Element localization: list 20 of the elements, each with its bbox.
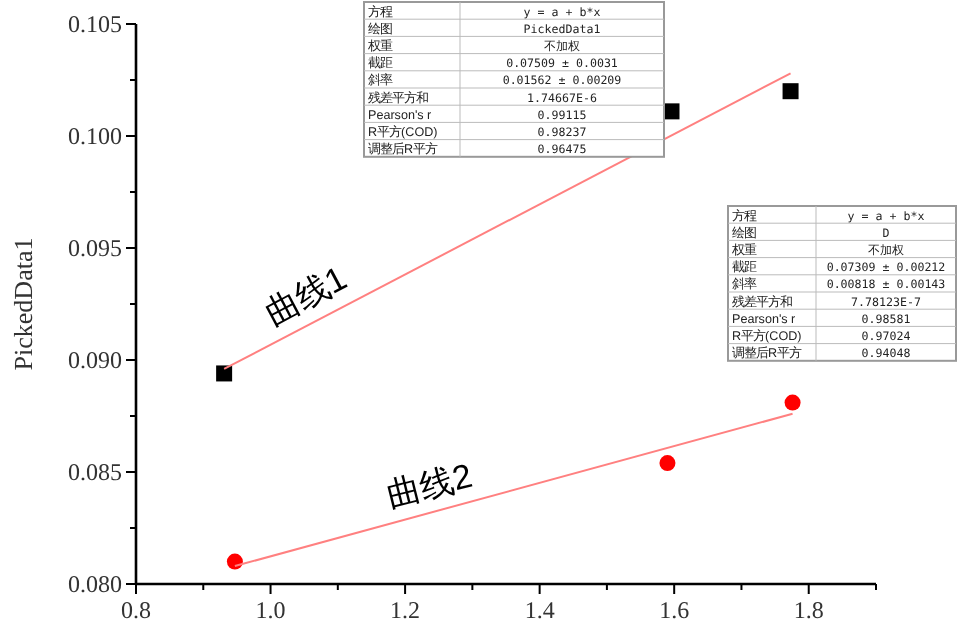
x-tick-label: 1.8 — [793, 596, 824, 624]
point — [216, 365, 233, 382]
x-tick-label: 1.2 — [390, 596, 421, 624]
y-tick-label: 0.095 — [68, 234, 122, 262]
x-tick-label: 1.4 — [524, 596, 555, 624]
y-tick-label: 0.105 — [68, 10, 122, 38]
x-tick-label: 1.6 — [659, 596, 690, 624]
point — [659, 455, 676, 472]
y-tick-label: 0.090 — [68, 346, 122, 374]
y-tick-label: 0.100 — [68, 122, 122, 150]
y-tick-label: 0.085 — [68, 458, 122, 486]
x-tick-label: 1.0 — [255, 596, 286, 624]
point — [782, 83, 799, 100]
point — [784, 394, 801, 411]
y-tick-label: 0.080 — [68, 570, 122, 598]
x-tick-label: 0.8 — [121, 596, 151, 624]
y-axis-title: PickedData1 — [8, 237, 38, 371]
annotation: 曲线1 — [258, 259, 354, 334]
point — [226, 553, 243, 570]
annotation: 曲线2 — [382, 456, 477, 515]
